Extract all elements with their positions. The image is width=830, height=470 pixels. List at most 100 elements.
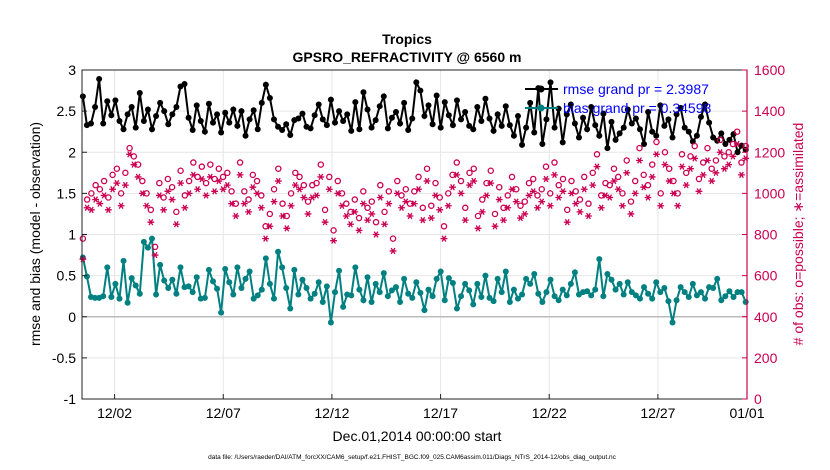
assimilated-count-point [470, 177, 478, 185]
y-tick-label: -0.5 [52, 350, 76, 366]
assimilated-count-point [266, 223, 274, 230]
rmse-point [653, 132, 660, 139]
assimilated-count-point [678, 163, 686, 170]
x-tick-label: 01/01 [729, 405, 764, 421]
bias-point [730, 294, 737, 301]
bias-point [144, 244, 151, 251]
possible-count-point [381, 208, 388, 216]
possible-count-point [525, 179, 533, 187]
assimilated-count-point [389, 247, 397, 255]
bias-point [258, 286, 265, 293]
x-tick-label: 12/27 [640, 405, 675, 421]
bias-point [657, 289, 664, 296]
assimilated-count-point [555, 194, 563, 201]
rmse-point [693, 132, 700, 139]
rmse-point [108, 112, 115, 119]
bias-point [726, 288, 733, 295]
possible-count-point [623, 157, 630, 164]
possible-count-point [610, 165, 618, 172]
possible-count-point [389, 235, 397, 242]
assimilated-count-point [143, 202, 151, 209]
rmse-point [148, 126, 155, 133]
rmse-point [327, 96, 334, 103]
assimilated-count-point [436, 206, 444, 214]
assimilated-count-point [704, 157, 711, 164]
assimilated-count-point [398, 204, 405, 212]
rmse-point [588, 104, 595, 111]
rmse-point [661, 122, 668, 129]
bias-point [539, 298, 546, 305]
rmse-point [92, 104, 99, 111]
rmse-point [641, 141, 648, 148]
assimilated-count-point [665, 177, 673, 185]
rmse-point [323, 122, 330, 129]
assimilated-count-point [109, 186, 117, 193]
rmse-point [628, 120, 635, 127]
rmse-point [547, 79, 554, 86]
rmse-point [449, 122, 456, 129]
bias-point [665, 298, 672, 305]
possible-count-point [648, 161, 656, 168]
assimilated-count-point [410, 200, 418, 207]
assimilated-count-point [291, 181, 299, 189]
assimilated-count-point [721, 165, 728, 172]
possible-count-point [462, 204, 469, 212]
possible-count-point [496, 183, 503, 191]
assimilated-count-point [695, 188, 703, 195]
rmse-point [458, 116, 465, 123]
assimilated-count-point [126, 151, 134, 158]
bias-point [628, 289, 635, 296]
possible-count-point [402, 186, 410, 193]
assimilated-count-point [232, 212, 240, 220]
bias-point [645, 290, 652, 297]
possible-count-point [708, 165, 715, 172]
rmse-point [222, 109, 229, 116]
possible-count-point [551, 159, 558, 166]
assimilated-count-point [376, 194, 384, 201]
assimilated-count-point [597, 204, 605, 212]
possible-count-point [428, 202, 435, 209]
bias-point [193, 274, 200, 281]
bias-point [486, 294, 493, 301]
rmse-point [453, 97, 460, 104]
assimilated-count-point [236, 171, 244, 179]
y2-tick-label: 0 [754, 391, 762, 407]
bias-point [433, 275, 440, 282]
assimilated-count-point [474, 225, 482, 232]
bias-point [535, 290, 542, 297]
bias-point [132, 282, 139, 289]
possible-count-point [79, 235, 87, 242]
assimilated-count-point [682, 181, 690, 189]
bias-point [584, 288, 591, 295]
possible-count-point [559, 175, 567, 183]
possible-count-point [185, 177, 193, 185]
assimilated-count-point [245, 208, 252, 216]
possible-count-point [534, 192, 541, 199]
bias-point [401, 275, 408, 282]
bias-point [185, 283, 192, 290]
possible-count-point [236, 159, 244, 166]
assimilated-count-point [104, 206, 112, 214]
bias-point [636, 295, 643, 302]
assimilated-count-point [653, 151, 660, 158]
possible-count-point [738, 159, 745, 166]
bias-point [112, 280, 119, 287]
rmse-point [112, 97, 119, 104]
rmse-point [567, 101, 574, 108]
y2-tick-label: 400 [754, 309, 778, 325]
rmse-point [352, 99, 359, 106]
rmse-point [681, 124, 688, 131]
assimilated-count-point [385, 200, 393, 207]
bias-point [417, 289, 424, 296]
possible-count-point [640, 171, 647, 179]
bias-point [392, 284, 399, 291]
assimilated-count-point [631, 190, 639, 197]
assimilated-count-point [249, 183, 257, 191]
axes: -1 -0.5 0 0.5 1 1.5 2 2.5 3 0 200 400 600 800 1000 1200… [52, 62, 785, 421]
bias-point [218, 309, 225, 316]
possible-count-point [147, 206, 155, 214]
y-tick-label: 2 [68, 144, 76, 160]
possible-count-point [300, 181, 308, 189]
bias-point [551, 293, 558, 300]
possible-count-point [614, 173, 622, 181]
